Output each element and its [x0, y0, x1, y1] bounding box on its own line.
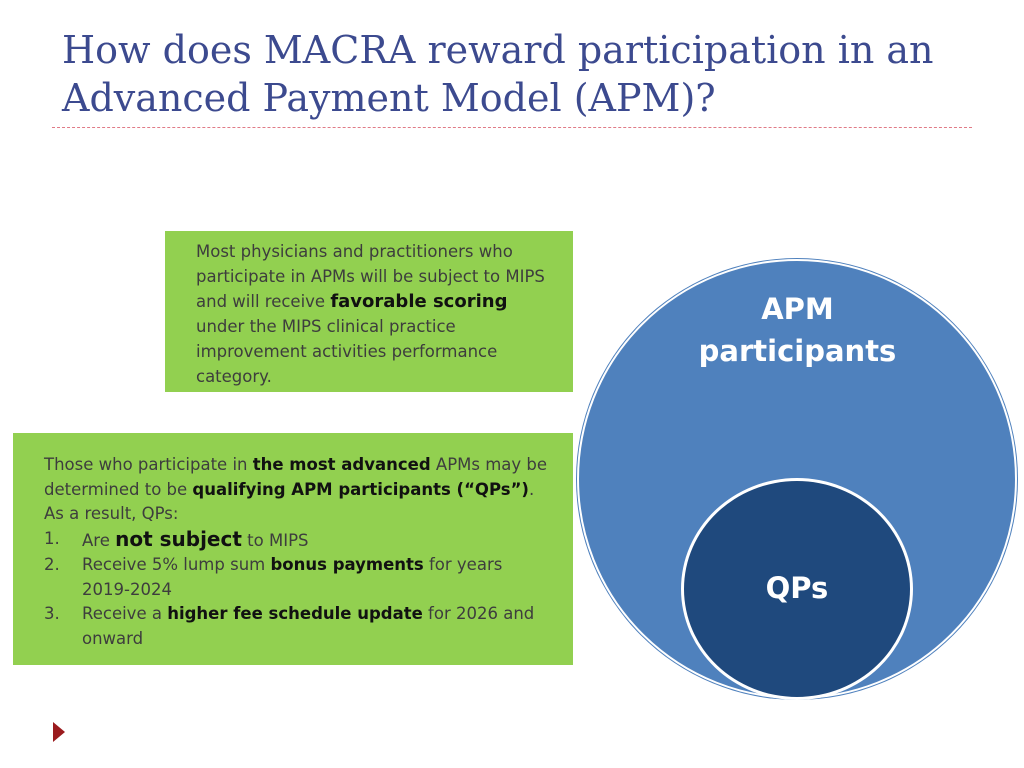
box-top-text-1: Most physicians and practitioners who pa… [196, 242, 545, 311]
box-bottom-intro: Those who participate in the most advanc… [44, 453, 555, 527]
list-item-text: Receive a higher fee schedule update for… [82, 602, 555, 651]
list-item-pre: Receive a [82, 604, 168, 623]
list-item-bold: not subject [115, 526, 242, 551]
intro-bold-1: the most advanced [252, 455, 431, 474]
list-item: 2. Receive 5% lump sum bonus payments fo… [44, 553, 555, 602]
slide-bullet-arrow-icon [53, 722, 65, 742]
list-item-number: 3. [44, 604, 60, 623]
list-item: 3. Receive a higher fee schedule update … [44, 602, 555, 651]
intro-text-2: APMs may be determined to be [44, 455, 548, 499]
qualifying-participants-box: Those who participate in the most advanc… [13, 433, 573, 665]
box-top-bold-1: favorable scoring [330, 291, 508, 312]
qps-label: QPs [765, 571, 829, 605]
list-item-post: for years 2019-2024 [82, 555, 503, 599]
list-item-text: Are not subject to MIPS [82, 527, 309, 554]
intro-text-3: . As a result, QPs: [44, 479, 535, 524]
list-item-number: 2. [44, 555, 60, 574]
list-item: 1. Are not subject to MIPS [44, 527, 555, 554]
apm-participants-label: APM participants [698, 292, 897, 368]
list-item-bold: bonus payments [270, 555, 424, 574]
list-item-pre: Receive 5% lump sum [82, 555, 271, 574]
favorable-scoring-box: Most physicians and practitioners who pa… [165, 231, 573, 392]
slide-title: How does MACRA reward participation in a… [62, 28, 934, 120]
qp-benefits-list: 1. Are not subject to MIPS 2. Receive 5%… [44, 527, 555, 652]
box-top-text-2: under the MIPS clinical practice improve… [196, 317, 498, 386]
list-item-bold: higher fee schedule update [167, 604, 423, 623]
intro-text-1: Those who participate in [44, 455, 253, 474]
list-item-text: Receive 5% lump sum bonus payments for y… [82, 553, 555, 602]
title-divider [52, 127, 972, 128]
list-item-number: 1. [44, 528, 60, 548]
list-item-post: for 2026 and onward [82, 604, 535, 648]
list-item-pre: Are [82, 530, 116, 550]
intro-bold-2: qualifying APM participants (“QPs”) [192, 479, 529, 499]
list-item-post: to MIPS [241, 530, 309, 550]
qps-circle [681, 478, 913, 700]
